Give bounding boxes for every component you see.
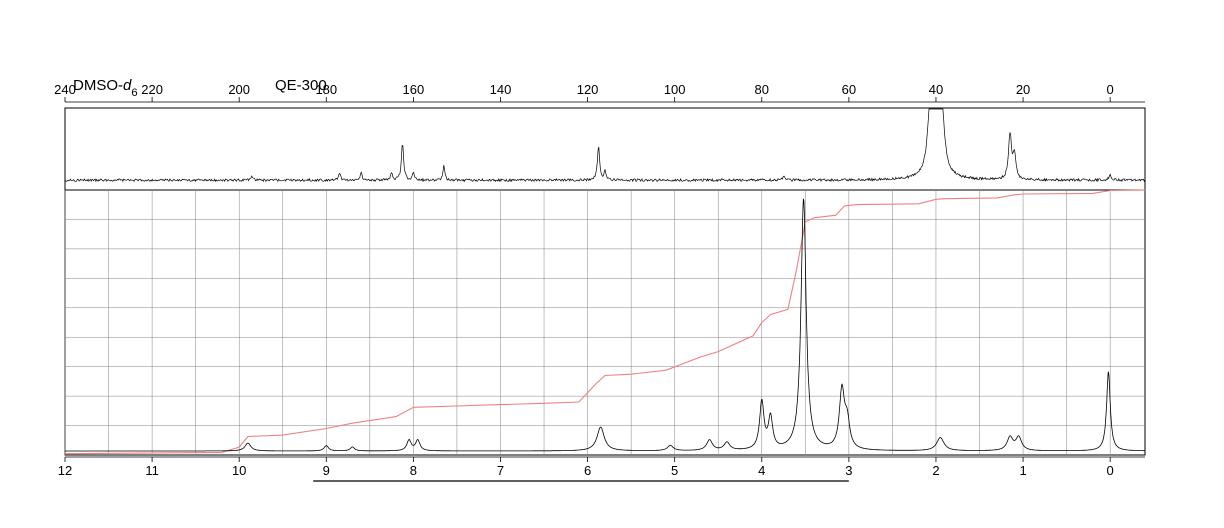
bottom-axis-tick-label: 11 [145, 463, 159, 478]
top-axis-tick-label: 120 [577, 82, 599, 97]
top-axis-tick-label: 40 [929, 82, 943, 97]
top-axis-tick-label: 20 [1016, 82, 1030, 97]
bottom-axis-tick-label: 10 [232, 463, 246, 478]
bottom-axis-tick-label: 5 [671, 463, 678, 478]
top-axis-tick-label: 80 [755, 82, 769, 97]
bottom-axis-tick-label: 3 [845, 463, 852, 478]
top-axis-tick-label: 160 [403, 82, 425, 97]
bottom-axis-tick-label: 12 [58, 463, 72, 478]
integral-trace [65, 190, 1145, 454]
top-axis-tick-label: 200 [228, 82, 250, 97]
bottom-axis-tick-label: 2 [932, 463, 939, 478]
proton-spectrum-trace [65, 199, 1145, 451]
bottom-axis-tick-label: 7 [497, 463, 504, 478]
bottom-axis-tick-label: 4 [758, 463, 765, 478]
nmr-spectrum-container: { "canvas": { "width": 1224, "height": 5… [0, 0, 1224, 528]
bottom-axis-tick-label: 0 [1107, 463, 1114, 478]
top-axis-tick-label: 100 [664, 82, 686, 97]
instrument-label: QE-300 [275, 77, 327, 94]
nmr-svg: 0204060801001201401601802002202400123456… [0, 0, 1224, 528]
solvent-label: DMSO-d6 [73, 77, 138, 99]
bottom-axis-tick-label: 6 [584, 463, 591, 478]
top-axis-tick-label: 60 [842, 82, 856, 97]
bottom-axis-tick-label: 9 [323, 463, 330, 478]
bottom-axis-tick-label: 8 [410, 463, 417, 478]
top-axis-tick-label: 0 [1107, 82, 1114, 97]
top-axis-tick-label: 140 [490, 82, 512, 97]
top-axis-tick-label: 220 [141, 82, 163, 97]
carbon-spectrum-trace [65, 109, 1145, 181]
bottom-axis-tick-label: 1 [1019, 463, 1026, 478]
